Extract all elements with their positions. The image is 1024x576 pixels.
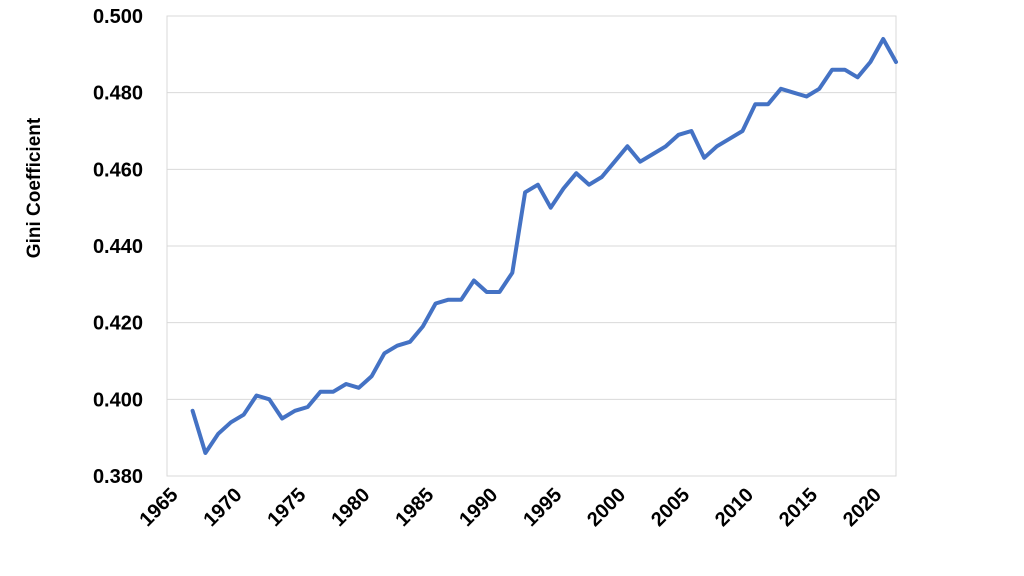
- x-axis-tick-labels: 1965 1970 1975 1980 1985 1990 1995 2000 2005 2010…: [136, 484, 886, 531]
- y-tick-label: 0.420: [93, 313, 143, 335]
- y-tick-label: 0.400: [93, 389, 143, 411]
- x-tick-label: 1970: [199, 484, 246, 531]
- x-tick-label: 2000: [583, 484, 630, 531]
- x-tick-label: 1995: [519, 484, 566, 531]
- plot-area-border: [166, 15, 897, 477]
- x-tick-label: 1975: [263, 484, 310, 531]
- y-tick-label: 0.440: [93, 236, 143, 258]
- y-axis-title: Gini Coefficient: [24, 117, 45, 258]
- x-tick-label: 2020: [839, 484, 886, 531]
- series-line: [190, 37, 898, 455]
- x-tick-label: 1980: [327, 484, 374, 531]
- x-tick-label: 2015: [775, 484, 822, 531]
- x-tick-label: 1990: [455, 484, 502, 531]
- y-tick-label: 0.480: [93, 83, 143, 105]
- y-tick-label: 0.460: [93, 159, 143, 181]
- x-tick-label: 1965: [136, 484, 183, 531]
- y-tick-label: 0.380: [93, 466, 143, 488]
- y-tick-label: 0.500: [93, 6, 143, 28]
- x-tick-label: 1985: [391, 484, 438, 531]
- y-axis-tick-labels: 0.380 0.400 0.420 0.440 0.460 0.480 0.500: [93, 6, 143, 488]
- x-tick-label: 2010: [711, 484, 758, 531]
- x-tick-label: 2005: [647, 484, 694, 531]
